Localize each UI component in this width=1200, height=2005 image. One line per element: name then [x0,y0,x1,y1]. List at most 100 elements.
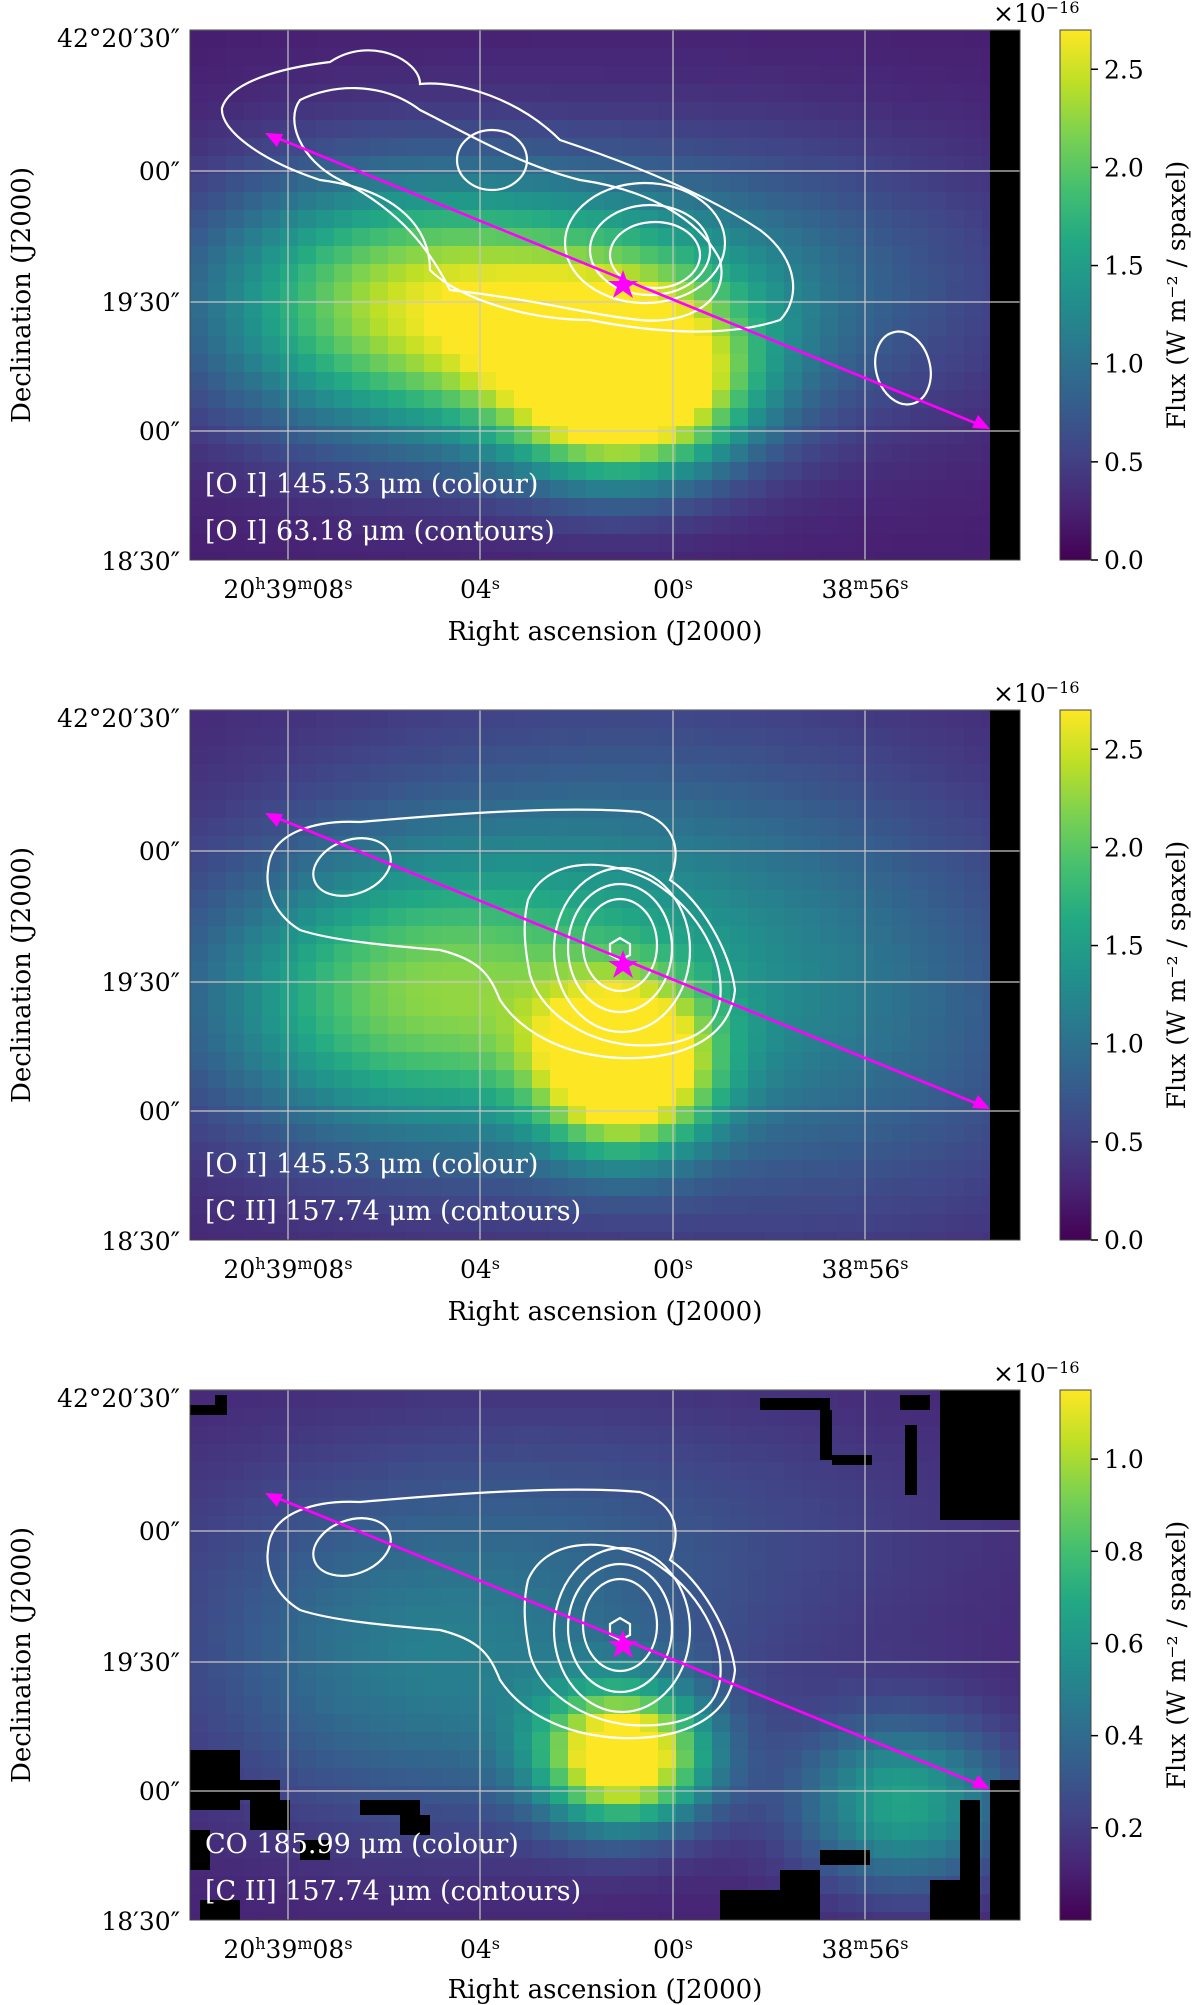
heatmap-cell [550,462,569,481]
heatmap-cell [874,282,893,301]
heatmap-cell [334,1912,353,1920]
xtick-sup3: s [685,1934,693,1953]
heatmap-cell [964,102,983,121]
heatmap-cell [748,444,767,463]
heatmap-cell [946,228,965,247]
heatmap-cell [406,138,425,157]
heatmap-cell [874,1124,893,1143]
heatmap-cell [478,890,497,909]
heatmap-cell [460,1106,479,1125]
heatmap-cell [820,1786,839,1805]
panel-1-xtick-0: 20h39m08s [223,574,352,605]
heatmap-cell [1018,908,1020,927]
heatmap-cell [928,390,947,409]
heatmap-cell [514,264,533,283]
heatmap-cell [1018,1498,1020,1517]
heatmap-cell [802,372,821,391]
heatmap-cell [910,1106,929,1125]
heatmap-cell [640,1804,659,1823]
heatmap-cell [658,926,677,945]
heatmap-cell [496,1516,515,1535]
heatmap-cell [910,84,929,103]
heatmap-cell [532,462,551,481]
heatmap-cell [460,480,479,499]
heatmap-cell [316,872,335,891]
xtick-mid: 39 [266,1935,298,1964]
heatmap-cell [550,1232,569,1240]
heatmap-cell [496,1714,515,1733]
heatmap-cell [892,782,911,801]
heatmap-cell [1018,1480,1020,1499]
heatmap-cell [964,1732,983,1751]
heatmap-cell [388,1160,407,1179]
heatmap-cell [766,1642,785,1661]
heatmap-cell [352,408,371,427]
heatmap-cell [568,1822,587,1841]
heatmap-cell [838,890,857,909]
heatmap-cell [964,908,983,927]
heatmap-cell [478,1588,497,1607]
heatmap-cell [766,1606,785,1625]
heatmap-cell [586,764,605,783]
heatmap-cell [424,764,443,783]
heatmap-cell [478,710,497,729]
heatmap-cell [964,1142,983,1161]
heatmap-cell [1018,1462,1020,1481]
colorbar-tick-label: 1.0 [1104,1030,1144,1059]
heatmap-cell [586,1678,605,1697]
heatmap-cell [532,1124,551,1143]
heatmap-cell [406,534,425,553]
heatmap-cell [658,264,677,283]
heatmap-cell [676,318,695,337]
heatmap-cell [712,48,731,67]
heatmap-cell [676,926,695,945]
heatmap-cell [208,746,227,765]
heatmap-cell [352,444,371,463]
heatmap-cell [784,318,803,337]
heatmap-cell [874,710,893,729]
heatmap-cell [190,390,209,409]
heatmap-cell [244,264,263,283]
heatmap-cell [658,1858,677,1877]
heatmap-cell [658,1070,677,1089]
heatmap-cell [226,1624,245,1643]
heatmap-cell [766,498,785,517]
heatmap-cell [244,552,263,560]
heatmap-cell [892,1606,911,1625]
heatmap-cell [604,1678,623,1697]
heatmap-cell [1018,480,1020,499]
heatmap-cell [442,1214,461,1233]
heatmap-cell [910,926,929,945]
heatmap-cell [280,728,299,747]
heatmap-cell [694,1160,713,1179]
heatmap-cell [1018,30,1020,49]
heatmap-cell [352,872,371,891]
heatmap-cell [262,1858,281,1877]
heatmap-cell [226,746,245,765]
heatmap-cell [1018,962,1020,981]
heatmap-cell [874,1732,893,1751]
heatmap-cell [352,1408,371,1427]
heatmap-cell [424,1498,443,1517]
heatmap-cell [730,836,749,855]
heatmap-cell [820,1196,839,1215]
heatmap-cell [460,1052,479,1071]
heatmap-cell [730,854,749,873]
heatmap-cell [244,1426,263,1445]
heatmap-cell [1018,1822,1020,1841]
heatmap-cell [370,1912,389,1920]
heatmap-cell [748,1462,767,1481]
heatmap-cell [784,818,803,837]
heatmap-cell [478,836,497,855]
heatmap-cell [820,944,839,963]
heatmap-cell [424,462,443,481]
heatmap-cell [712,1124,731,1143]
heatmap-cell [640,84,659,103]
heatmap-cell [586,444,605,463]
heatmap-cell [496,1480,515,1499]
heatmap-cell [316,462,335,481]
heatmap-cell [532,1858,551,1877]
heatmap-cell [784,516,803,535]
heatmap-cell [928,782,947,801]
heatmap-cell [532,1750,551,1769]
